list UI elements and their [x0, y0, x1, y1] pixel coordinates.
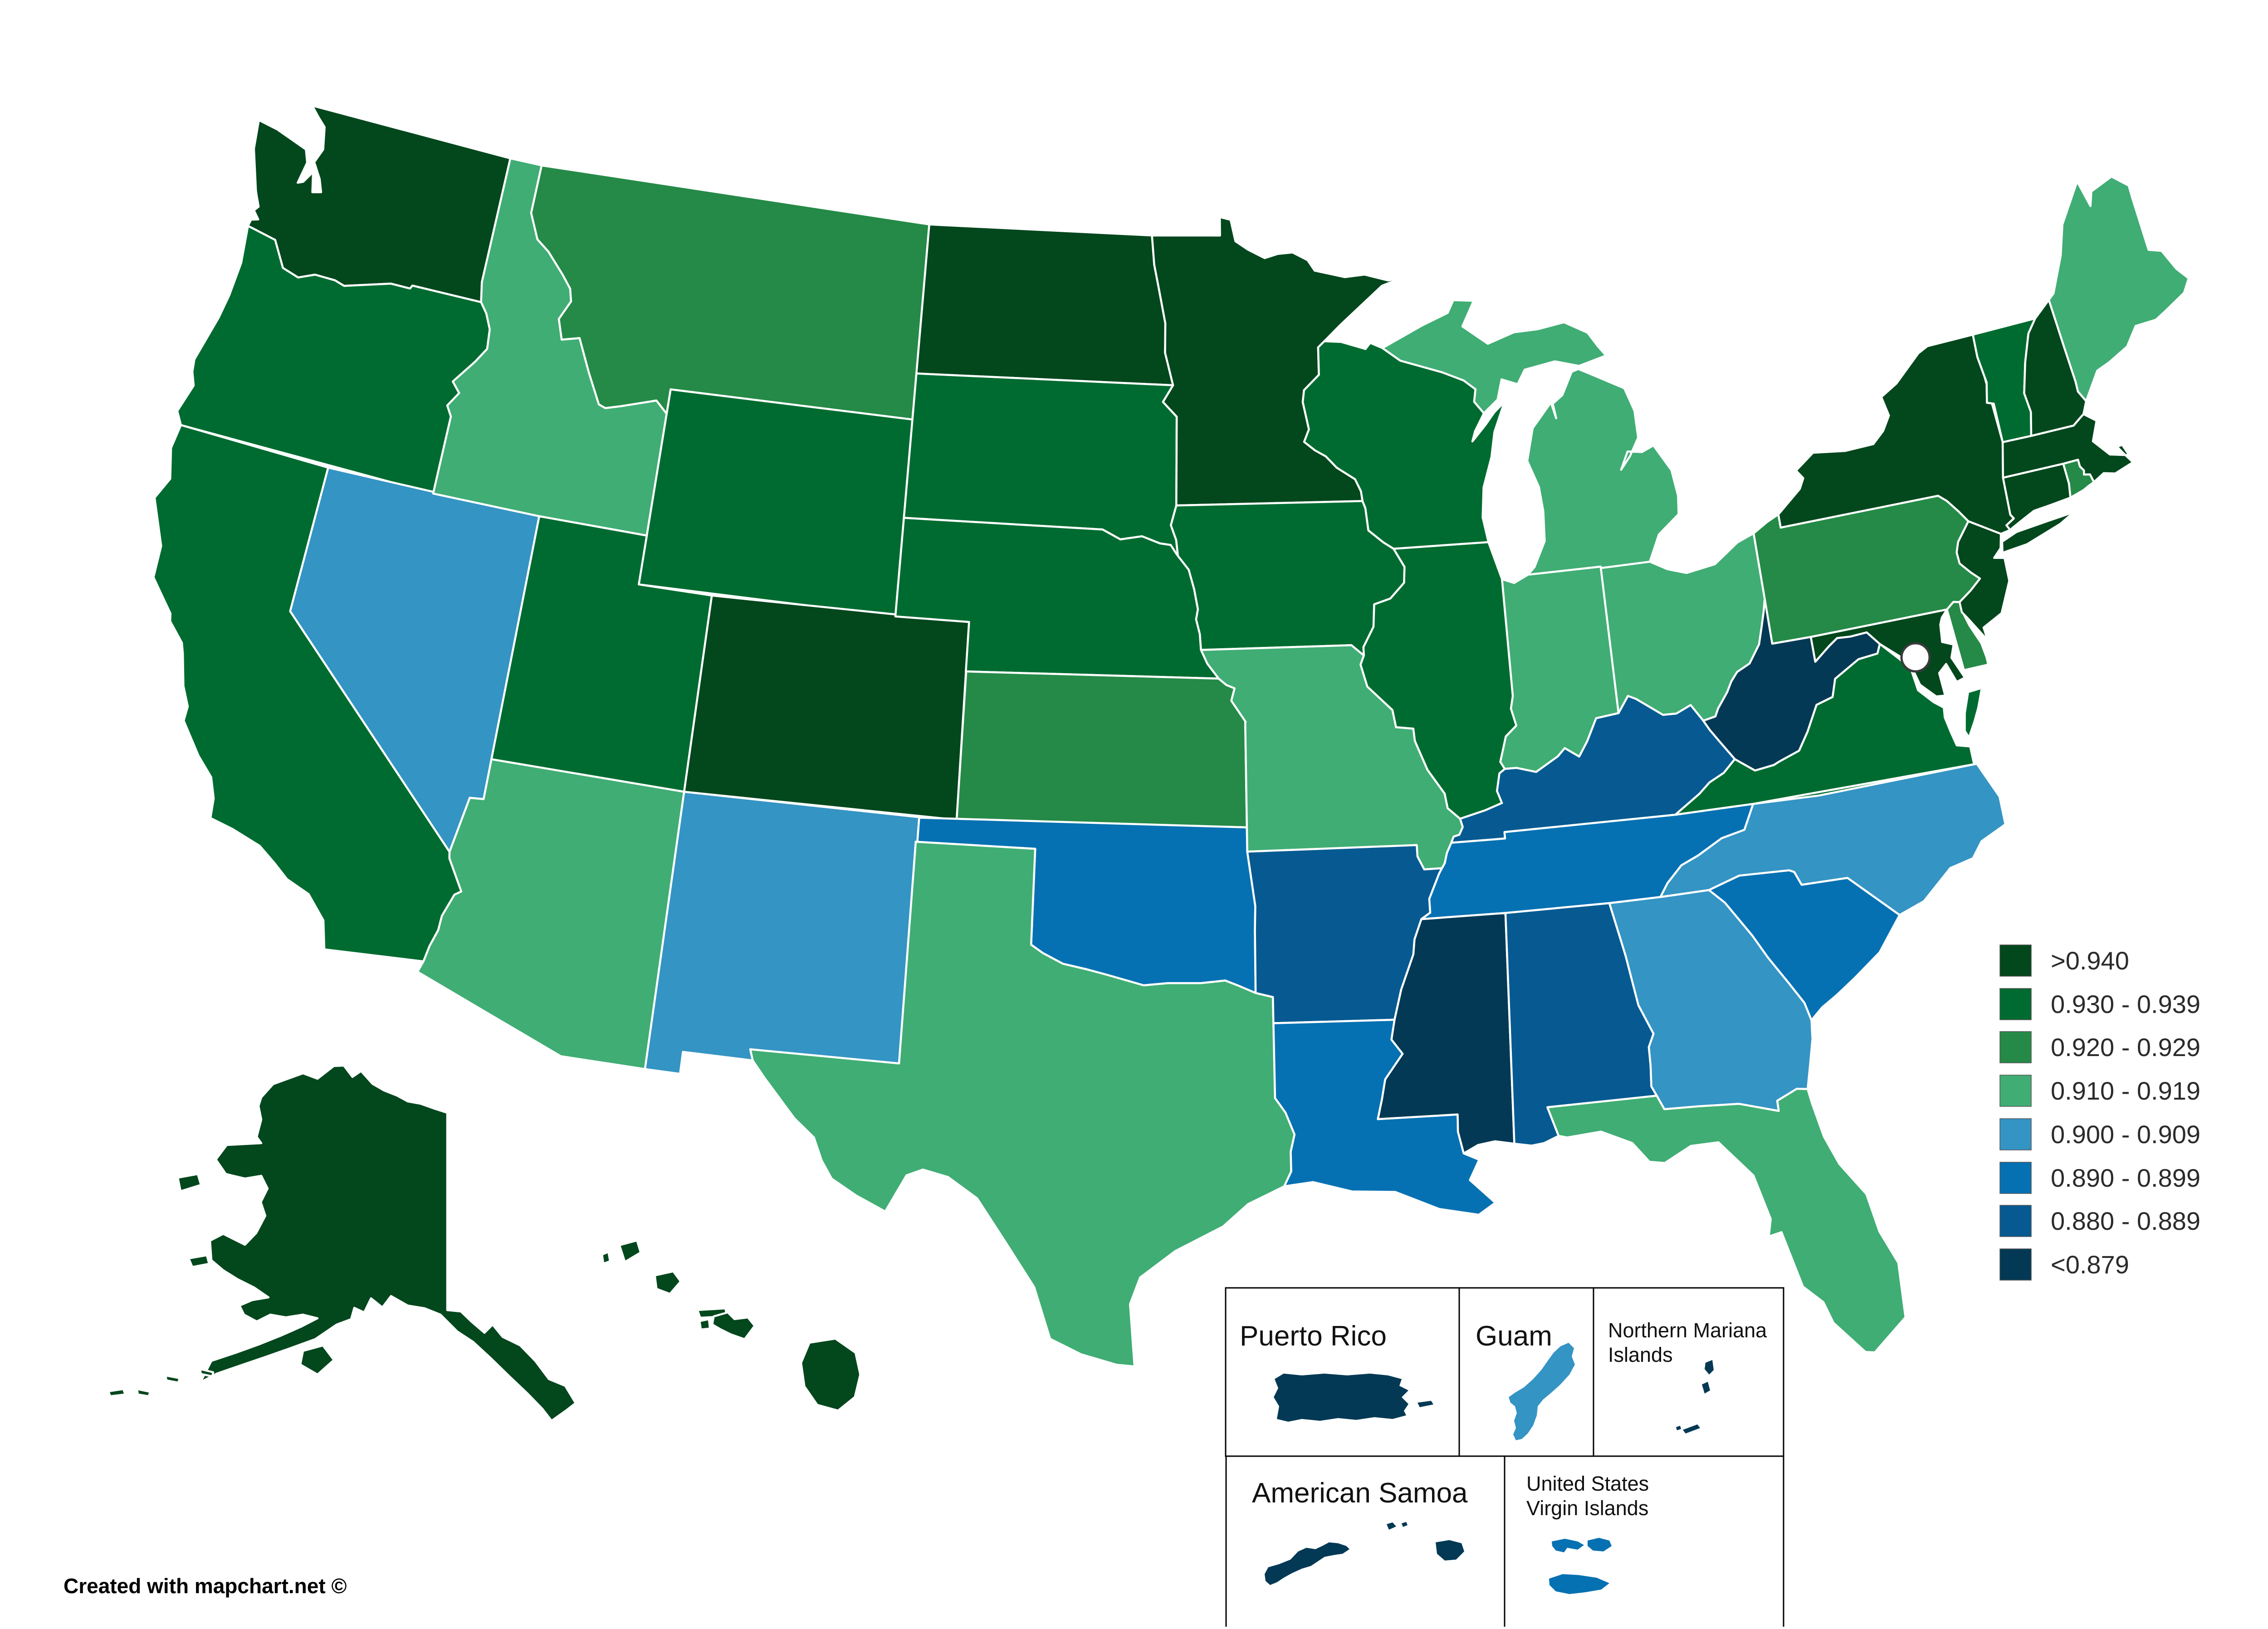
- svg-text:Islands: Islands: [1608, 1343, 1673, 1366]
- svg-text:Northern Mariana: Northern Mariana: [1608, 1319, 1767, 1342]
- svg-text:Virgin Islands: Virgin Islands: [1526, 1497, 1648, 1520]
- svg-text:Puerto Rico: Puerto Rico: [1240, 1321, 1387, 1352]
- svg-text:Created with mapchart.net ©: Created with mapchart.net ©: [64, 1574, 347, 1598]
- svg-text:0.890 - 0.899: 0.890 - 0.899: [2051, 1164, 2200, 1192]
- svg-text:<0.879: <0.879: [2051, 1250, 2129, 1279]
- svg-text:American Samoa: American Samoa: [1252, 1477, 1468, 1509]
- svg-text:0.900 - 0.909: 0.900 - 0.909: [2051, 1120, 2200, 1149]
- svg-text:>0.940: >0.940: [2051, 946, 2129, 975]
- svg-text:0.880 - 0.889: 0.880 - 0.889: [2051, 1207, 2200, 1235]
- svg-text:0.910 - 0.919: 0.910 - 0.919: [2051, 1076, 2200, 1105]
- svg-text:0.920 - 0.929: 0.920 - 0.929: [2051, 1033, 2200, 1062]
- svg-text:0.930 - 0.939: 0.930 - 0.939: [2051, 990, 2200, 1018]
- svg-text:Guam: Guam: [1476, 1321, 1552, 1352]
- svg-text:United States: United States: [1526, 1472, 1649, 1495]
